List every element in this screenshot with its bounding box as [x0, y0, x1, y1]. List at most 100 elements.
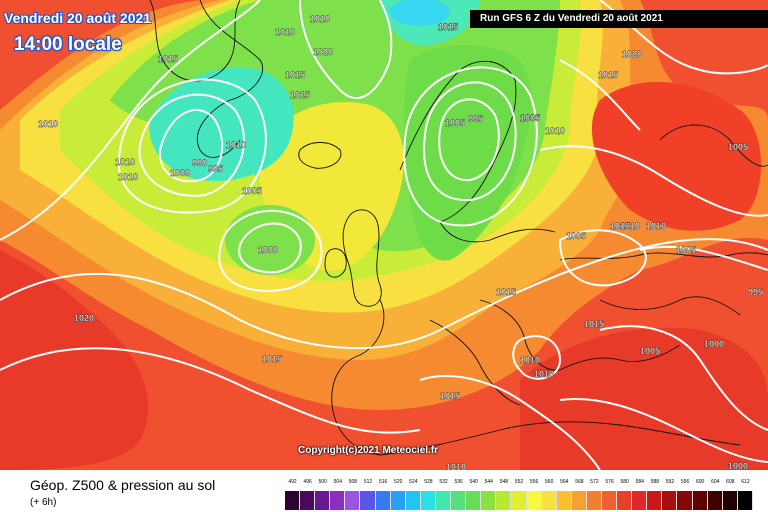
scale-label: 568 [575, 479, 584, 485]
scale-swatch [692, 491, 708, 510]
scale-swatch [722, 491, 738, 510]
scale-label: 548 [499, 479, 509, 485]
isobar-label: 1005 [445, 118, 465, 128]
scale-label: 592 [665, 479, 675, 485]
scale-label: 536 [454, 479, 463, 485]
isobar-label: 1010 [646, 221, 666, 231]
isobar-label: 1010 [275, 27, 295, 37]
isobar-label: 1020 [74, 313, 94, 323]
scale-swatch [662, 491, 678, 510]
isobar-label: 1010 [226, 140, 246, 150]
scale-swatch [677, 491, 693, 510]
scale-label: 512 [363, 479, 373, 485]
isobar-label: 1005 [242, 186, 262, 196]
scale-label: 576 [605, 479, 614, 485]
scale-label: 608 [726, 479, 735, 485]
isobar-label: 1010 [446, 462, 466, 470]
scale-swatch [617, 491, 633, 510]
isobar-label: 1020 [622, 49, 642, 59]
scale-swatch [496, 491, 512, 510]
scale-swatch [345, 491, 361, 510]
scale-label: 552 [514, 479, 524, 485]
scale-swatch [435, 491, 452, 510]
scale-label: 532 [439, 479, 448, 485]
isobar-label: 1010 [310, 14, 330, 24]
scale-label: 504 [333, 479, 342, 485]
isobar-label: 1010 [115, 157, 135, 167]
isobar-label: 1015 [440, 391, 460, 401]
scale-label: 560 [545, 479, 554, 485]
isobar-label: 1015 [496, 287, 516, 297]
isobar-label: 1015 [438, 22, 458, 32]
scale-swatch [647, 491, 663, 510]
scale-swatch [315, 491, 331, 510]
scale-swatch [586, 491, 602, 510]
scale-label: 604 [711, 479, 720, 485]
scale-swatch [300, 491, 316, 510]
isobar-label: 1015 [262, 354, 282, 364]
isobar-label: 1015 [598, 70, 618, 80]
z500-color-scale: 492 496 500 504 508 512 516 520 524 528 532 536 540 5… [285, 479, 753, 511]
isobar-label: 1010 [38, 119, 58, 129]
isobar-label: 1005 [520, 113, 540, 123]
copyright-text: Copyright(c)2021 Meteociel.fr [298, 445, 439, 456]
scale-swatch [632, 491, 648, 510]
scale-swatch [707, 491, 723, 510]
isobar-label: 1010 [534, 369, 554, 379]
model-run-label: Run GFS 6 Z du Vendredi 20 août 2021 [470, 10, 768, 28]
isobar-label: 995 [468, 114, 483, 124]
isobar-label: 990 [192, 158, 207, 168]
scale-swatch [481, 491, 497, 510]
scale-swatch [451, 491, 467, 510]
z500-ridge-red-south [520, 327, 768, 470]
scale-swatch [556, 491, 572, 510]
scale-swatch [737, 491, 753, 510]
isobar-label: 1020 [313, 47, 333, 57]
isobars [0, 0, 768, 470]
isobar-label: 1015 [584, 319, 604, 329]
isobar-label: 1015 [158, 54, 178, 64]
legend-footer: Géop. Z500 & pression au sol (+ 6h) 492 4… [0, 470, 768, 512]
isobar-label: 1000 [728, 461, 748, 470]
isobar-label: 995 [208, 164, 223, 174]
isobar-label: 1015 [285, 70, 305, 80]
scale-label: 588 [650, 479, 660, 485]
scale-swatch [601, 491, 618, 510]
scale-swatch [466, 491, 482, 510]
scale-swatch [420, 491, 436, 510]
scale-swatch [541, 491, 557, 510]
scale-swatch [390, 491, 406, 510]
isobar-label: 1005 [566, 231, 586, 241]
isobar-label: 1005 [610, 221, 630, 231]
scale-swatches [285, 491, 753, 510]
scale-label: 508 [348, 479, 358, 485]
scale-label: 492 [288, 479, 297, 485]
isobar-label: 1010 [545, 126, 565, 136]
scale-label: 556 [529, 479, 539, 485]
isobar-label: 1000 [258, 245, 278, 255]
scale-label: 612 [741, 479, 750, 485]
isobar-label: 995 [748, 287, 763, 297]
scale-swatch [571, 491, 587, 510]
isobar-label: 1005 [676, 245, 696, 255]
scale-swatch [511, 491, 527, 510]
forecast-step: (+ 6h) [30, 497, 57, 508]
isobar-label: 1010 [118, 172, 138, 182]
z500-trough-green [225, 205, 315, 275]
scale-label: 496 [303, 479, 312, 485]
scale-label: 520 [394, 479, 403, 485]
scale-labels: 492 496 500 504 508 512 516 520 524 528 532 536 540 5… [285, 479, 753, 491]
z500-cyan-core [390, 0, 450, 26]
isobar-label: 1005 [728, 142, 748, 152]
scale-label: 584 [635, 479, 644, 485]
isobar-label: 1010 [520, 355, 540, 365]
z500-scandinavia-green [404, 45, 531, 261]
scale-label: 564 [560, 479, 569, 485]
isobar-label: 1005 [640, 346, 660, 356]
z500-ridge-red-east [591, 81, 761, 231]
forecast-date-title: Vendredi 20 août 2021 [4, 10, 152, 26]
scale-label: 572 [590, 479, 599, 485]
